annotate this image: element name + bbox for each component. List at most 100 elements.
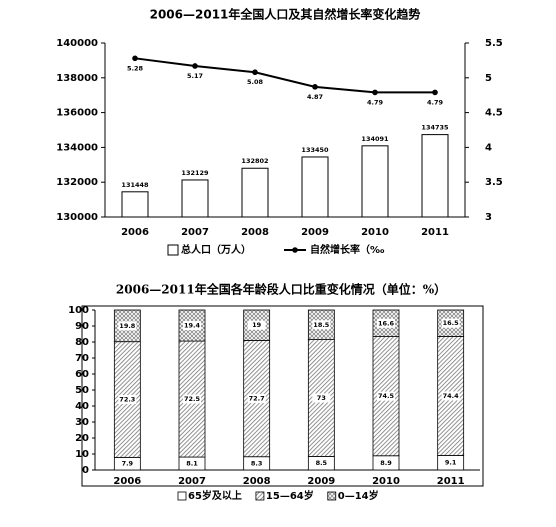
bar-value-label: 133450 [301, 146, 329, 154]
y2-tick-label: 4.5 [485, 108, 503, 119]
y2-tick-label: 3 [485, 212, 492, 223]
legend-swatch [167, 244, 179, 256]
segment-value-label: 16.5 [443, 319, 460, 327]
y2-tick-label: 5.5 [485, 38, 503, 49]
x-tick-label: 2007 [178, 476, 206, 487]
legend-label: 65岁及以上 [188, 489, 242, 502]
y-tick-label: 60 [75, 369, 89, 380]
y-tick-label: 140000 [56, 38, 98, 49]
segment-value-label: 19.8 [119, 322, 136, 330]
label-box [183, 459, 201, 469]
y-tick-label: 132000 [56, 177, 98, 188]
x-tick-label: 2008 [241, 227, 269, 238]
line-value-label: 4.87 [307, 93, 323, 101]
x-tick-label: 2007 [181, 227, 209, 238]
label-box [441, 458, 460, 468]
legend-swatch [327, 491, 337, 501]
legend-label: 自然增长率（‰ [310, 243, 385, 256]
y-tick-label: 130000 [56, 212, 98, 223]
segment-value-label: 72.3 [119, 396, 135, 404]
y2-tick-label: 5 [485, 73, 492, 84]
bar [421, 134, 449, 218]
legend-label: 0—14岁 [338, 489, 379, 502]
bar [361, 145, 389, 218]
segment-value-label: 9.1 [445, 459, 457, 467]
line-value-label: 5.28 [127, 64, 144, 72]
y2-tick-label: 3.5 [485, 177, 503, 188]
label-box [118, 395, 137, 405]
segment-value-label: 16.6 [378, 319, 395, 327]
label-box [312, 320, 331, 330]
legend-swatch [177, 491, 187, 501]
y-tick-label: 134000 [56, 142, 98, 153]
label-box [441, 318, 460, 328]
y-tick-label: 0 [82, 465, 89, 476]
bar-value-label: 132129 [181, 169, 209, 177]
y-tick-label: 10 [75, 449, 89, 460]
x-tick-label: 2006 [121, 227, 149, 238]
bar [121, 191, 149, 218]
chart-title: 2006—2011年全国人口及其自然增长率变化趋势 [150, 7, 421, 22]
segment-value-label: 72.7 [249, 395, 265, 403]
label-box [247, 394, 266, 404]
label-box [312, 393, 331, 403]
y2-tick-label: 4 [485, 142, 492, 153]
label-box [441, 391, 460, 401]
bar-value-label: 132802 [241, 157, 268, 165]
x-tick-label: 2010 [361, 227, 389, 238]
line-point [132, 55, 138, 62]
x-tick-label: 2009 [307, 476, 335, 487]
segment-value-label: 73 [317, 394, 326, 402]
line-value-label: 5.17 [187, 72, 203, 80]
bar [301, 156, 329, 218]
y-tick-label: 136000 [56, 108, 98, 119]
plot-frame [81, 305, 484, 487]
y-tick-label: 50 [75, 385, 89, 396]
line-value-label: 5.08 [247, 78, 264, 86]
x-tick-label: 2010 [372, 476, 400, 487]
label-box [247, 320, 266, 330]
line-point [372, 89, 378, 96]
legend-label: 总人口（万人） [181, 243, 251, 256]
segment-value-label: 18.5 [313, 321, 330, 329]
label-box [118, 321, 137, 331]
label-box [118, 459, 137, 469]
bar-value-label: 134091 [361, 135, 389, 143]
label-box [183, 321, 201, 331]
y-tick-label: 80 [75, 337, 89, 348]
legend-label: 15—64岁 [266, 489, 314, 502]
segment-value-label: 8.1 [186, 460, 198, 468]
segment-value-label: 19 [252, 321, 262, 329]
y-tick-label: 30 [75, 417, 89, 428]
x-tick-label: 2006 [113, 476, 141, 487]
segment-value-label: 8.5 [316, 459, 328, 467]
segment-value-label: 8.3 [251, 459, 263, 467]
bar-value-label: 131448 [121, 181, 149, 189]
y-tick-label: 40 [75, 401, 89, 412]
line-value-label: 4.79 [427, 98, 444, 106]
line-point [192, 63, 198, 69]
segment-value-label: 72.5 [184, 395, 201, 403]
bar-value-label: 134735 [421, 124, 449, 132]
x-tick-label: 2008 [243, 476, 271, 487]
line-point [312, 84, 318, 90]
chart-title: 2006—2011年全国各年龄段人口比重变化情况（单位：%） [116, 282, 446, 297]
label-box [377, 458, 395, 468]
line-point [432, 89, 438, 96]
segment-value-label: 7.9 [122, 460, 134, 468]
x-tick-label: 2011 [421, 227, 449, 238]
label-box [183, 394, 201, 404]
legend-swatch [255, 491, 265, 501]
line-value-label: 4.79 [367, 98, 384, 106]
label-box [312, 458, 331, 468]
y-tick-label: 90 [75, 321, 89, 332]
segment-value-label: 74.5 [378, 392, 395, 400]
bar [241, 167, 269, 218]
segment-value-label: 8.9 [380, 459, 392, 467]
line [134, 57, 435, 94]
y-tick-label: 70 [75, 353, 89, 364]
y-tick-label: 100 [68, 305, 89, 316]
label-box [377, 318, 395, 328]
y-tick-label: 20 [75, 433, 89, 444]
